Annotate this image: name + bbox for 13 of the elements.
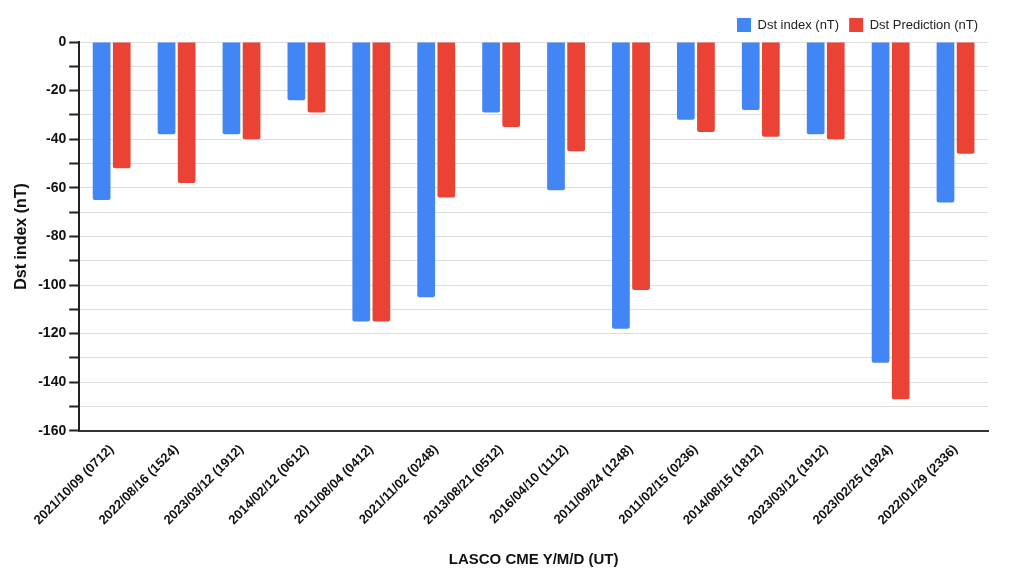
y-axis-title: Dst index (nT) xyxy=(12,183,30,290)
y-tick-label: -60 xyxy=(45,178,67,195)
y-tick-label: -40 xyxy=(45,130,67,147)
y-tick-label: 0 xyxy=(58,32,67,49)
legend-label: Dst index (nT) xyxy=(757,16,840,32)
y-tick-label: -140 xyxy=(38,373,67,390)
y-tick-label: -80 xyxy=(45,227,67,244)
y-tick-label: -160 xyxy=(38,421,67,438)
y-tick-label: -100 xyxy=(38,275,67,292)
y-tick-label: -20 xyxy=(45,81,67,98)
legend-label: Dst Prediction (nT) xyxy=(869,16,979,32)
x-axis-title: LASCO CME Y/M/D (UT) xyxy=(448,550,619,568)
y-tick-label: -120 xyxy=(38,324,67,341)
